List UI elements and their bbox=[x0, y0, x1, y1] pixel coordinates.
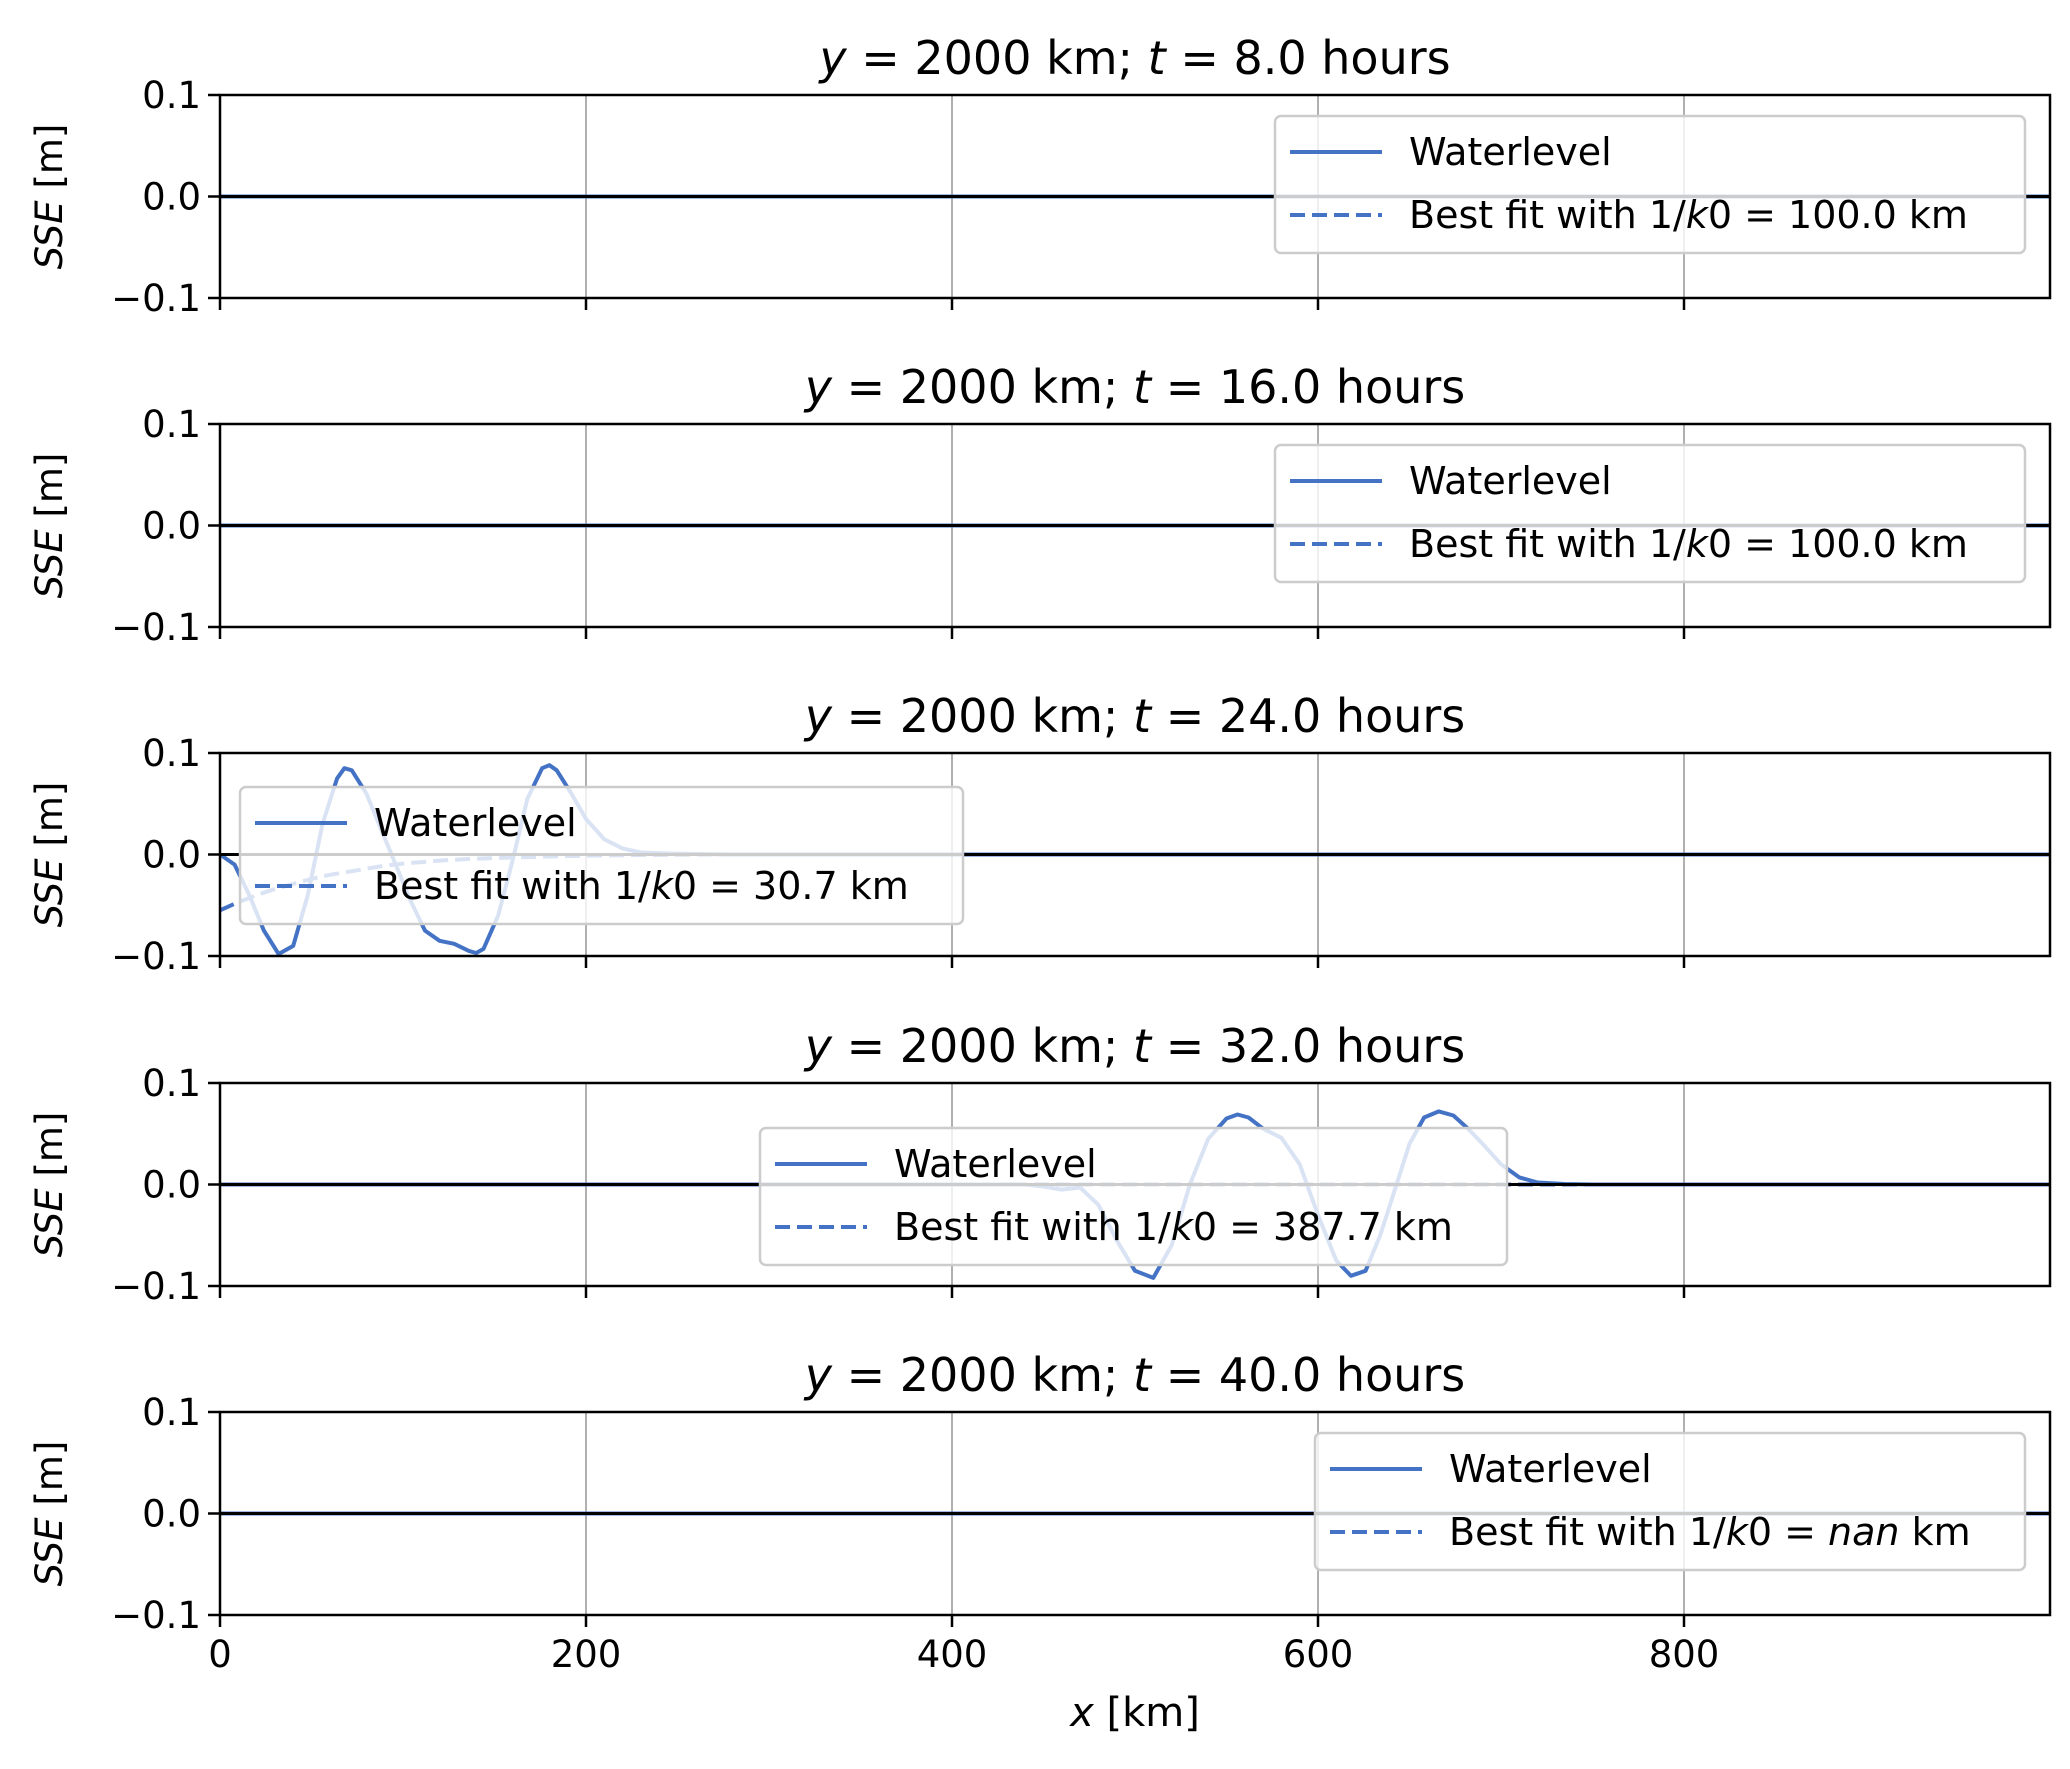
legend-box bbox=[758, 1126, 1509, 1267]
y-tick-label: 0.1 bbox=[142, 1391, 201, 1434]
legend: Waterlevel Best fit with 1/k0 = 100.0 km bbox=[1273, 443, 2027, 584]
legend-box bbox=[1313, 1431, 2027, 1572]
legend-box bbox=[1273, 114, 2027, 255]
x-tick-label: 600 bbox=[1283, 1633, 1354, 1676]
subplot-title: y = 2000 km; t = 24.0 hours bbox=[803, 689, 1466, 743]
legend: Waterlevel Best fit with 1/k0 = 30.7 km bbox=[238, 785, 965, 926]
y-axis-label: SSE [m] bbox=[28, 1112, 71, 1258]
y-tick-label: 0.1 bbox=[142, 732, 201, 775]
legend: Waterlevel Best fit with 1/k0 = nan km bbox=[1313, 1431, 2027, 1572]
legend-best-fit-label: Best fit with 1/k0 = 100.0 km bbox=[1409, 522, 1968, 566]
legend-box bbox=[238, 785, 965, 926]
y-tick-label: 0.0 bbox=[142, 505, 201, 548]
legend-waterlevel-label: Waterlevel bbox=[1409, 459, 1612, 503]
x-tick-label: 400 bbox=[917, 1633, 988, 1676]
y-tick-label: 0.0 bbox=[142, 834, 201, 877]
y-tick-label: −0.1 bbox=[111, 1265, 201, 1308]
y-tick-label: 0.1 bbox=[142, 1062, 201, 1105]
x-tick-label: 0 bbox=[208, 1633, 232, 1676]
y-axis-label: SSE [m] bbox=[28, 1441, 71, 1587]
subplot-1: 0.1 0.0 −0.1 SSE [m] y = 2000 km; t = 8.0 ho… bbox=[28, 31, 2052, 320]
y-tick-label: −0.1 bbox=[111, 935, 201, 978]
x-axis-label: x [km] bbox=[1068, 1690, 1200, 1736]
subplot-title: y = 2000 km; t = 40.0 hours bbox=[803, 1348, 1466, 1402]
subplot-3: 0.1 0.0 −0.1 SSE [m] y = 2000 km; t = 24.0 h… bbox=[28, 689, 2052, 978]
y-tick-label: 0.1 bbox=[142, 403, 201, 446]
x-tick-label: 200 bbox=[551, 1633, 622, 1676]
legend-waterlevel-label: Waterlevel bbox=[374, 801, 577, 845]
legend-best-fit-label: Best fit with 1/k0 = 30.7 km bbox=[374, 864, 909, 908]
y-tick-label: 0.0 bbox=[142, 176, 201, 219]
legend-best-fit-label: Best fit with 1/k0 = 387.7 km bbox=[894, 1205, 1453, 1249]
y-tick-label: 0.0 bbox=[142, 1493, 201, 1536]
y-tick-label: −0.1 bbox=[111, 606, 201, 649]
x-tick-label: 800 bbox=[1649, 1633, 1720, 1676]
subplot-title: y = 2000 km; t = 32.0 hours bbox=[803, 1019, 1466, 1073]
subplot-5: 0.1 0.0 −0.10 200 400 600 800 x [km] SSE [m] y = … bbox=[28, 1348, 2052, 1736]
subplot-title: y = 2000 km; t = 8.0 hours bbox=[817, 31, 1450, 85]
legend-best-fit-label: Best fit with 1/k0 = nan km bbox=[1449, 1510, 1971, 1554]
subplot-title: y = 2000 km; t = 16.0 hours bbox=[803, 360, 1466, 414]
legend-box bbox=[1273, 443, 2027, 584]
legend: Waterlevel Best fit with 1/k0 = 387.7 km bbox=[758, 1126, 1509, 1267]
subplot-4: 0.1 0.0 −0.1 SSE [m] y = 2000 km; t = 32.0 h… bbox=[28, 1019, 2052, 1308]
legend-waterlevel-label: Waterlevel bbox=[1449, 1447, 1652, 1491]
y-tick-label: −0.1 bbox=[111, 1594, 201, 1637]
y-tick-label: −0.1 bbox=[111, 277, 201, 320]
legend-best-fit-label: Best fit with 1/k0 = 100.0 km bbox=[1409, 193, 1968, 237]
subplot-2: 0.1 0.0 −0.1 SSE [m] y = 2000 km; t = 16.0 h… bbox=[28, 360, 2052, 649]
legend: Waterlevel Best fit with 1/k0 = 100.0 km bbox=[1273, 114, 2027, 255]
y-axis-label: SSE [m] bbox=[28, 782, 71, 928]
legend-waterlevel-label: Waterlevel bbox=[1409, 130, 1612, 174]
y-tick-label: 0.0 bbox=[142, 1164, 201, 1207]
legend-waterlevel-label: Waterlevel bbox=[894, 1142, 1097, 1186]
y-axis-label: SSE [m] bbox=[28, 453, 71, 599]
y-axis-label: SSE [m] bbox=[28, 124, 71, 270]
y-tick-label: 0.1 bbox=[142, 74, 201, 117]
